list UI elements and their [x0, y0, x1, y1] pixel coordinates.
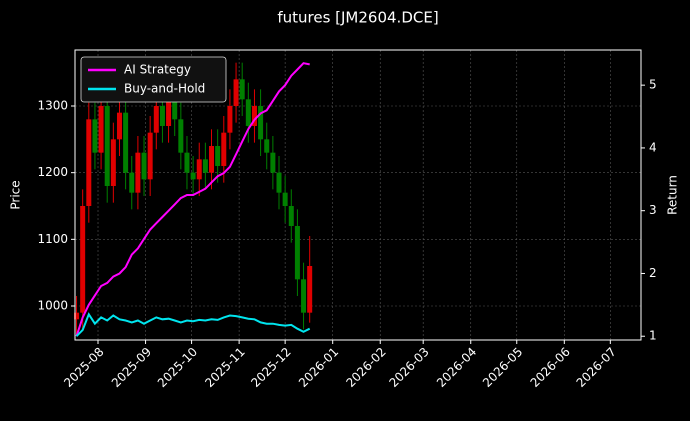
x-tick-label: 2026-03: [386, 345, 431, 390]
y2-tick-label: 2: [649, 266, 657, 280]
y-tick-label: 1200: [37, 165, 68, 179]
y-tick-label: 1000: [37, 299, 68, 313]
candle-body: [239, 79, 245, 100]
candle-body: [86, 119, 92, 206]
x-tick-label: 2025-11: [202, 345, 247, 390]
candle-body: [221, 132, 227, 166]
candle-body: [301, 279, 307, 313]
legend-box: [80, 56, 227, 103]
candle-body: [80, 206, 86, 313]
candle-body: [147, 132, 153, 180]
x-tick-label: 2025-09: [109, 345, 154, 390]
candle-body: [153, 106, 159, 133]
candle-body: [190, 172, 196, 180]
candle-body: [135, 152, 141, 193]
legend-label: AI Strategy: [124, 63, 191, 77]
plot-frame: [74, 49, 642, 341]
candle-body: [196, 159, 202, 180]
x-tick-label: 2025-12: [248, 345, 293, 390]
candle-body: [215, 146, 221, 166]
candle-body: [92, 119, 98, 153]
candle-body: [264, 139, 270, 153]
candle-body: [166, 92, 172, 126]
candle-body: [258, 106, 264, 140]
x-tick-label: 2025-08: [61, 345, 106, 390]
candle-body: [116, 112, 122, 140]
candle-body: [104, 106, 110, 186]
candle-body: [288, 206, 294, 226]
legend-label: Buy-and-Hold: [124, 82, 205, 96]
x-tick-label: 2026-05: [480, 345, 525, 390]
y2-tick-label: 1: [649, 329, 657, 343]
x-tick-label: 2026-01: [296, 345, 341, 390]
series-line: [75, 62, 310, 337]
series-line: [75, 312, 311, 337]
candle-body: [184, 152, 190, 173]
candle-body: [307, 266, 313, 313]
candle-body: [110, 139, 116, 186]
y2-tick-label: 3: [649, 203, 657, 217]
x-tick-label: 2026-02: [343, 345, 388, 390]
legend: AI Strategy Buy-and-Hold: [80, 56, 227, 103]
candle-body: [276, 172, 282, 193]
candle-body: [74, 312, 80, 320]
y2-tick-label: 4: [649, 140, 657, 154]
candle-body: [141, 152, 147, 180]
chart-title: futures [JM2604.DCE]: [277, 9, 438, 27]
candle-body: [209, 146, 215, 173]
candle-body: [172, 92, 178, 120]
y2-axis-label: Return: [666, 175, 680, 215]
y-axis-label: Price: [9, 180, 23, 209]
y-tick-label: 1100: [37, 232, 68, 246]
y2-tick-label: 5: [649, 78, 657, 92]
x-tick-label: 2026-07: [574, 345, 619, 390]
candle-body: [129, 172, 135, 193]
candle-body: [227, 106, 233, 133]
x-tick-label: 2026-06: [528, 345, 573, 390]
x-tick-label: 2026-04: [434, 345, 479, 390]
candle-body: [159, 106, 165, 126]
candle-body: [245, 99, 251, 126]
x-tick-label: 2025-10: [155, 345, 200, 390]
candle-body: [123, 112, 129, 173]
candle-body: [282, 192, 288, 206]
candle-body: [251, 106, 257, 126]
candle-body: [233, 79, 239, 106]
candle-body: [178, 119, 184, 153]
candle-body: [202, 159, 208, 173]
y-tick-label: 1300: [37, 99, 68, 113]
candle-body: [98, 106, 104, 153]
candle-body: [270, 152, 276, 173]
candle-body: [294, 226, 300, 280]
